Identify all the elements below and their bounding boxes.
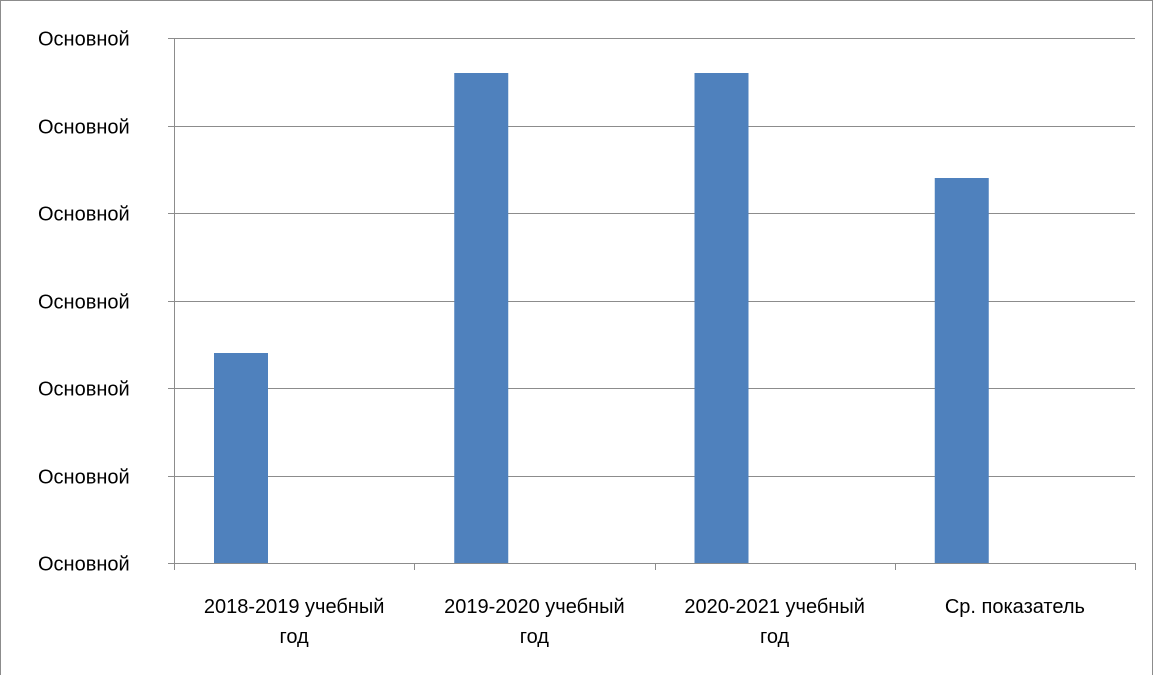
gridlines — [174, 38, 1135, 477]
y-tick-label: Основной — [38, 554, 130, 576]
bar — [694, 73, 749, 563]
y-tick-labels: Основной Основной Основной Основной Основной… — [38, 29, 130, 576]
y-tick-label: Основной — [38, 117, 130, 139]
y-tick-label: Основной — [38, 467, 130, 489]
x-tick-label: 2018-2019 учебный год — [204, 596, 385, 648]
x-tick-label: Ср. показатель — [945, 596, 1085, 618]
y-tick-label: Основной — [38, 29, 130, 51]
y-tick-label: Основной — [38, 379, 130, 401]
bar — [934, 178, 989, 563]
bar — [214, 353, 268, 563]
x-tick-labels: 2018-2019 учебный год 2019-2020 учебный год… — [204, 596, 1085, 648]
y-tick-label: Основной — [38, 292, 130, 314]
bars — [214, 73, 989, 563]
x-tick-label: 2020-2021 учебный год — [684, 596, 865, 648]
bar — [454, 73, 509, 563]
axes — [168, 38, 1136, 570]
x-tick-label: 2019-2020 учебный год — [444, 596, 625, 648]
y-tick-label: Основной — [38, 204, 130, 226]
